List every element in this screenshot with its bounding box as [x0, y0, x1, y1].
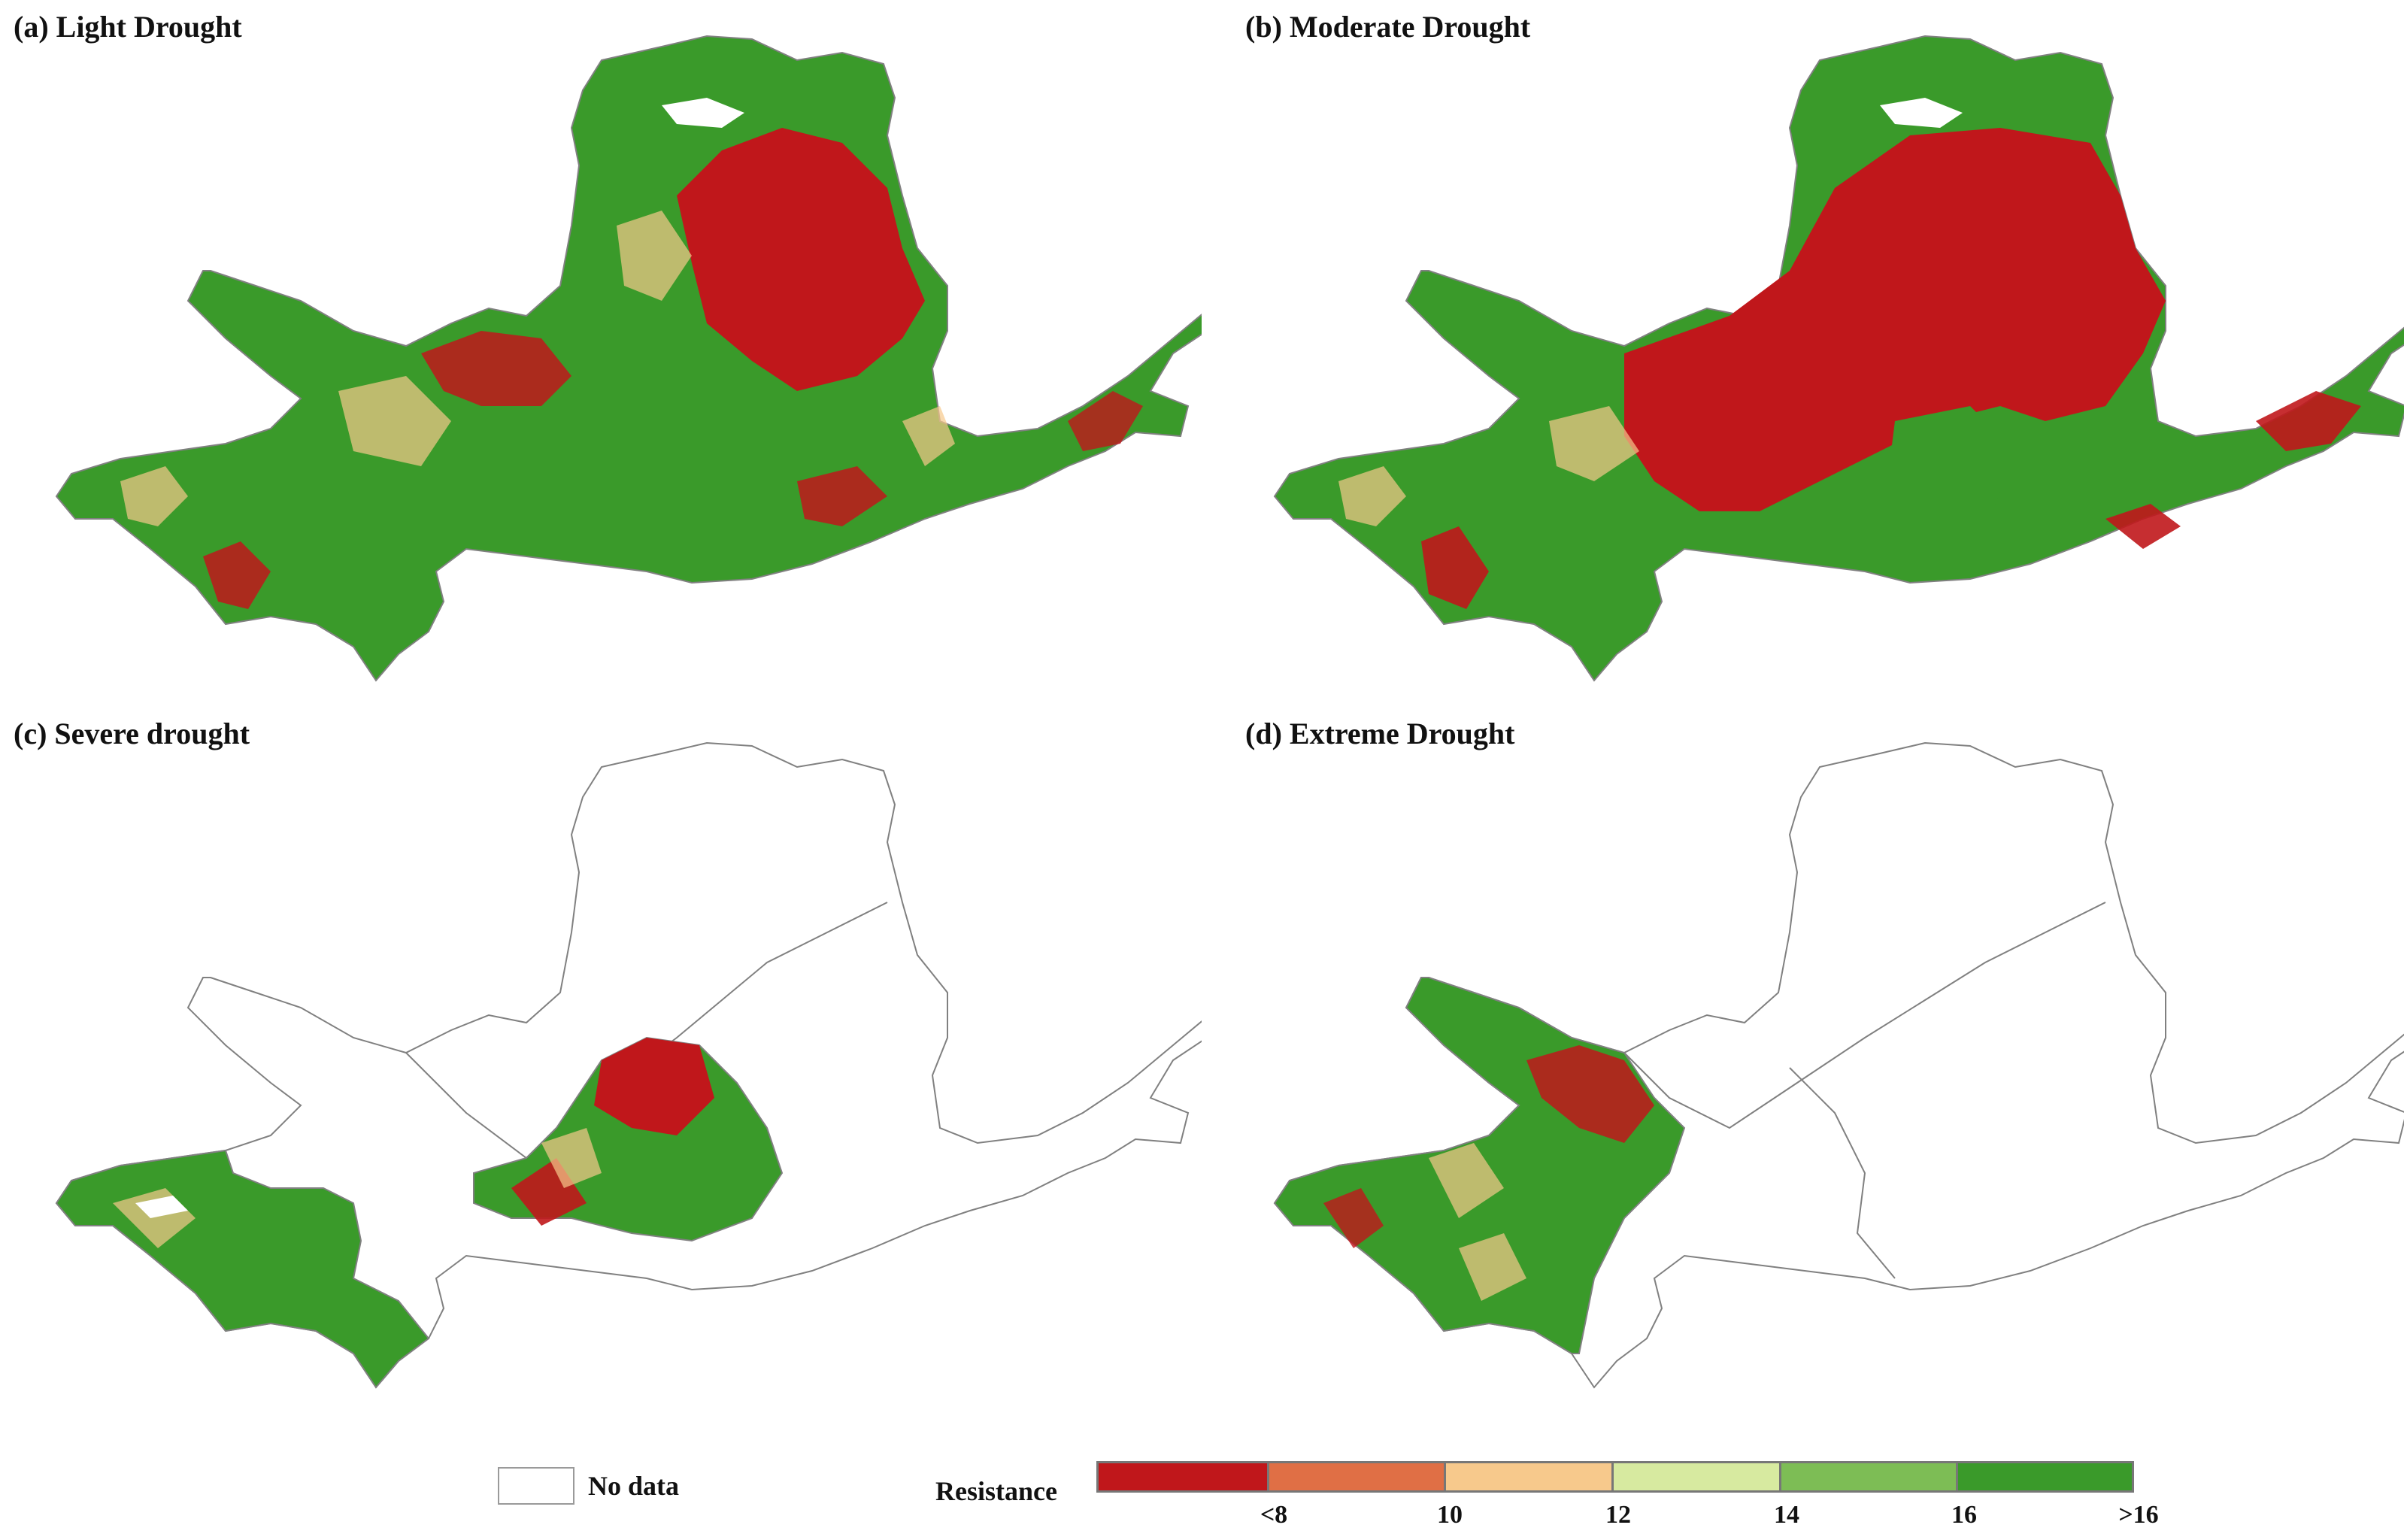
colorbar-tick-label: <8 — [1260, 1501, 1288, 1529]
yellow-patch — [902, 406, 955, 466]
colorbar-segment — [1781, 1463, 1959, 1490]
colorbar-segment — [1099, 1463, 1270, 1490]
colorbar-tick-label: 10 — [1437, 1501, 1463, 1529]
colorbar-tick-label: 14 — [1774, 1501, 1799, 1529]
red-patch — [2105, 504, 2181, 549]
panel-a-light-drought: (a) Light Drought — [0, 0, 1202, 722]
internal-boundary — [1789, 1067, 1896, 1279]
no-data-hole — [135, 1196, 188, 1218]
colorbar-segment — [1445, 1463, 1614, 1490]
basin-outline — [55, 35, 1202, 682]
yellow-patch — [1429, 1143, 1504, 1218]
yellow-patch — [1338, 466, 1406, 526]
red-patch — [797, 466, 887, 526]
panel-c-severe-drought: (c) Severe drought — [0, 707, 1202, 1429]
red-patch — [1323, 1188, 1384, 1248]
red-patch — [421, 331, 571, 406]
yellow-patch — [120, 466, 188, 526]
no-data-swatch — [498, 1467, 574, 1505]
panel-b-title: (b) Moderate Drought — [1245, 10, 1531, 44]
yellow-patch — [617, 211, 692, 301]
red-patch — [203, 541, 271, 609]
colorbar-tick-label: 12 — [1605, 1501, 1631, 1529]
internal-boundary — [1623, 902, 2106, 1129]
map-a-light-drought — [55, 35, 1202, 682]
colorbar-tick-label: >16 — [2118, 1501, 2159, 1529]
panel-c-title: (c) Severe drought — [14, 717, 250, 750]
red-patch — [1068, 391, 1143, 451]
map-c-severe-drought — [55, 741, 1202, 1389]
red-patch — [2256, 391, 2361, 451]
yellow-patch — [1549, 406, 1639, 481]
colorbar-segment — [1614, 1463, 1782, 1490]
no-data-hole — [662, 98, 744, 128]
panel-d-extreme-drought: (d) Extreme Drought — [1203, 707, 2404, 1429]
colorbar-segment — [1958, 1463, 2132, 1490]
legend-title: Resistance — [935, 1476, 1057, 1506]
panel-b-moderate-drought: (b) Moderate Drought — [1203, 0, 2404, 722]
no-data-label: No data — [588, 1471, 680, 1501]
resistance-colorbar — [1096, 1461, 2134, 1493]
yellow-patch — [1459, 1233, 1526, 1301]
red-region — [1624, 128, 2166, 511]
panel-d-title: (d) Extreme Drought — [1245, 717, 1515, 750]
colorbar-tick-label: 16 — [1951, 1501, 1977, 1529]
yellow-patch — [338, 376, 451, 466]
no-data-hole — [1880, 98, 1963, 128]
green-patch — [1887, 406, 2015, 519]
red-region — [677, 128, 925, 391]
map-b-moderate-drought — [1273, 35, 2404, 682]
yellow-patch — [541, 1128, 602, 1188]
map-d-extreme-drought — [1273, 741, 2404, 1389]
panel-a-title: (a) Light Drought — [14, 10, 242, 44]
red-patch — [1421, 526, 1489, 609]
red-patch — [594, 1038, 714, 1135]
red-patch — [1526, 1045, 1654, 1143]
colorbar-segment — [1269, 1463, 1446, 1490]
